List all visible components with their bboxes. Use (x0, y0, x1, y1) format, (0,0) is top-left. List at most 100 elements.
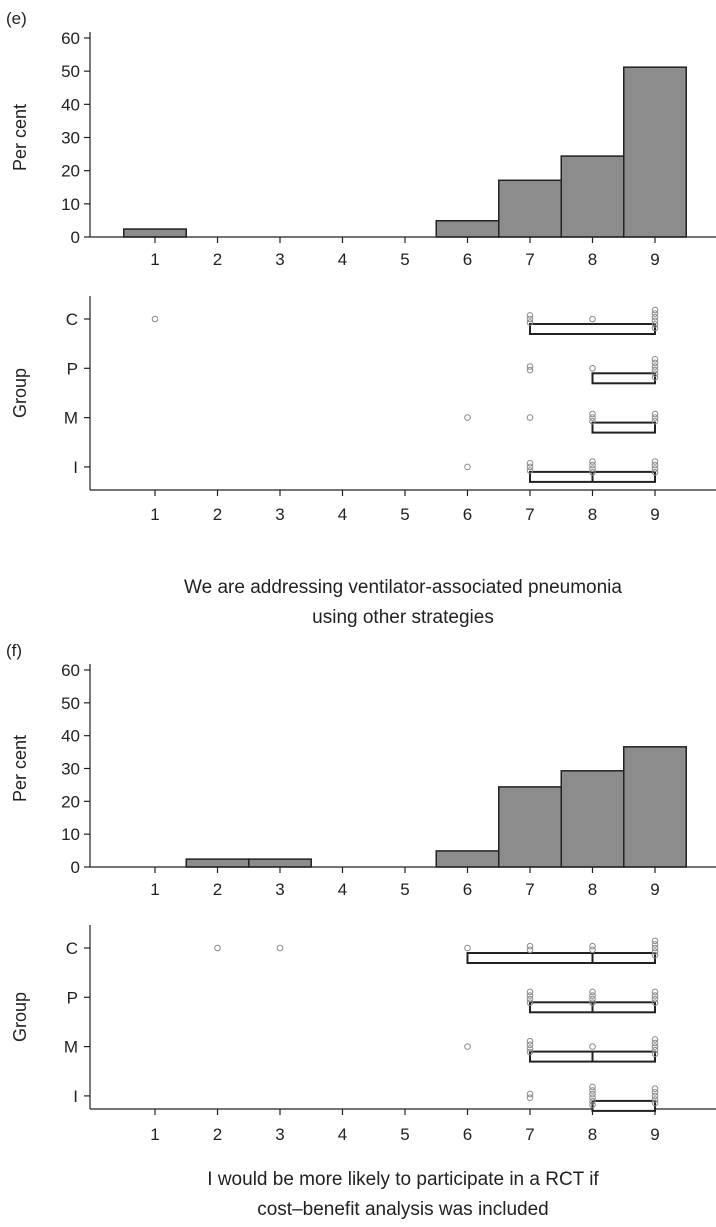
point-I-6 (465, 464, 471, 470)
box-P (593, 373, 656, 383)
x-tick-label: 9 (650, 250, 659, 269)
bar-6 (436, 221, 499, 237)
bar-7 (499, 787, 562, 867)
x-tick-label: 9 (650, 505, 659, 524)
caption-line: We are addressing ventilator-associated … (184, 577, 622, 598)
point-P-7 (527, 367, 533, 373)
x-tick-label: 5 (400, 250, 409, 269)
x-tick-label: 8 (588, 1125, 597, 1144)
group-label-C: C (66, 939, 78, 958)
x-tick-label: 3 (275, 1125, 284, 1144)
panel-e: (e) 0 10 20 30 40 50 60 1 2 3 4 5 6 7 8 9 Per cent C P M I 1 2 3… (6, 9, 716, 628)
x-tick-label: 2 (213, 1125, 222, 1144)
panel-f: (f) 0 10 20 30 40 50 60 1 2 3 4 5 6 7 8 9 Per cent C P M I 1 2 3… (6, 641, 716, 1220)
y-tick-label: 30 (61, 129, 80, 148)
y-tick-label: 60 (61, 29, 80, 48)
point-P-8 (590, 366, 596, 372)
caption-line: I would be more likely to participate in… (207, 1169, 599, 1190)
y-tick-label: 60 (61, 661, 80, 680)
panel-label: (e) (6, 9, 27, 28)
y-axis-label: Per cent (10, 104, 30, 171)
x-tick-label: 4 (338, 250, 347, 269)
x-tick-label: 6 (463, 1125, 472, 1144)
y-tick-label: 40 (61, 95, 80, 114)
x-tick-label: 6 (463, 880, 472, 899)
y-tick-label: 0 (71, 858, 80, 877)
point-M-7 (527, 415, 533, 421)
x-tick-label: 2 (213, 250, 222, 269)
y-tick-label: 10 (61, 825, 80, 844)
group-label-M: M (64, 409, 78, 428)
y-axis-label: Per cent (10, 735, 30, 802)
y-tick-label: 0 (71, 228, 80, 247)
box-C (468, 953, 656, 963)
x-tick-label: 9 (650, 1125, 659, 1144)
x-tick-label: 8 (588, 505, 597, 524)
x-tick-label: 5 (400, 880, 409, 899)
x-tick-label: 4 (338, 880, 347, 899)
bar-9 (624, 747, 687, 867)
x-tick-label: 3 (275, 505, 284, 524)
group-label-P: P (67, 359, 78, 378)
x-tick-label: 6 (463, 505, 472, 524)
point-C-8 (590, 947, 596, 953)
x-tick-label: 1 (150, 880, 159, 899)
point-M-6 (465, 415, 471, 421)
histogram: 0 10 20 30 40 50 60 1 2 3 4 5 6 7 8 9 Per cent (10, 29, 716, 269)
group-label-M: M (64, 1038, 78, 1057)
point-C-7 (527, 947, 533, 953)
y-tick-label: 10 (61, 195, 80, 214)
x-tick-label: 7 (525, 880, 534, 899)
y-tick-label: 50 (61, 62, 80, 81)
y-tick-label: 20 (61, 792, 80, 811)
point-C-8 (590, 316, 596, 322)
y-tick-label: 50 (61, 694, 80, 713)
boxplot: C P M I 1 2 3 4 5 6 7 8 9 Group (10, 925, 716, 1144)
group-label-P: P (67, 988, 78, 1007)
y-axis-label: Group (10, 368, 30, 418)
x-tick-label: 4 (338, 505, 347, 524)
group-label-I: I (73, 1087, 78, 1106)
x-tick-label: 7 (525, 505, 534, 524)
point-C-2 (215, 945, 221, 951)
bar-6 (436, 851, 499, 867)
caption-line: using other strategies (312, 607, 494, 628)
x-tick-label: 4 (338, 1125, 347, 1144)
boxplot: C P M I 1 2 3 4 5 6 7 8 9 Group (10, 296, 716, 524)
point-C-3 (277, 945, 283, 951)
bar-9 (624, 67, 687, 237)
x-tick-label: 7 (525, 1125, 534, 1144)
y-axis-label: Group (10, 992, 30, 1042)
group-label-I: I (73, 458, 78, 477)
point-I-7 (527, 1095, 533, 1101)
caption-line: cost–benefit analysis was included (257, 1199, 549, 1220)
box-I (593, 1101, 656, 1111)
bar-1 (124, 229, 187, 237)
bar-8 (561, 771, 624, 867)
box-M (593, 423, 656, 433)
point-C-6 (465, 945, 471, 951)
y-tick-label: 20 (61, 162, 80, 181)
x-tick-label: 2 (213, 505, 222, 524)
histogram: 0 10 20 30 40 50 60 1 2 3 4 5 6 7 8 9 Per cent (10, 661, 716, 899)
point-M-8 (590, 1044, 596, 1050)
x-tick-label: 5 (400, 1125, 409, 1144)
y-tick-label: 40 (61, 727, 80, 746)
x-tick-label: 9 (650, 880, 659, 899)
point-C-1 (152, 316, 158, 322)
y-tick-label: 30 (61, 760, 80, 779)
bar-7 (499, 180, 562, 237)
box-C (530, 324, 655, 334)
group-label-C: C (66, 310, 78, 329)
x-tick-label: 6 (463, 250, 472, 269)
bar-8 (561, 156, 624, 237)
point-M-6 (465, 1044, 471, 1050)
x-tick-label: 1 (150, 505, 159, 524)
x-tick-label: 8 (588, 880, 597, 899)
x-tick-label: 7 (525, 250, 534, 269)
x-tick-label: 1 (150, 1125, 159, 1144)
x-tick-label: 8 (588, 250, 597, 269)
bar-2 (186, 859, 249, 867)
x-tick-label: 1 (150, 250, 159, 269)
